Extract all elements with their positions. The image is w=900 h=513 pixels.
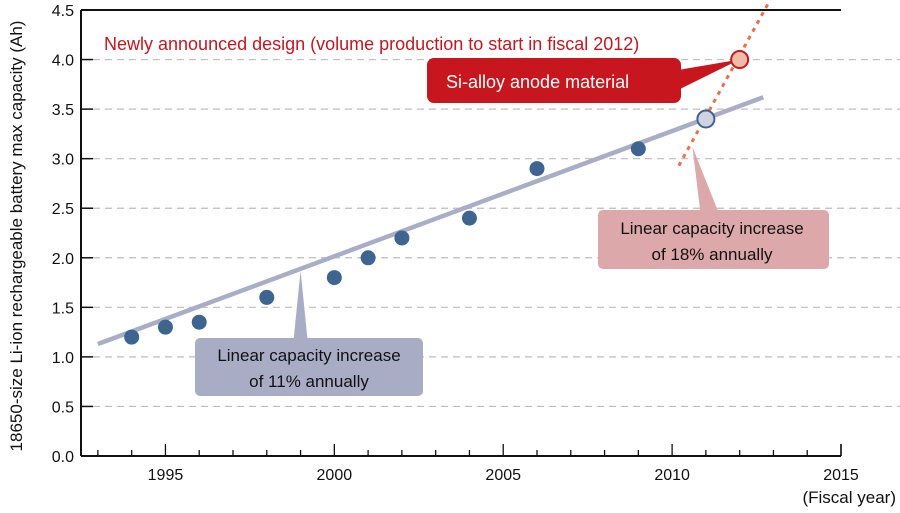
callouts: Linear capacity increase of 11% annually…: [195, 58, 829, 396]
x-axis-title: (Fiscal year): [802, 488, 896, 507]
data-point: [461, 210, 477, 226]
data-point: [360, 250, 376, 266]
data-point: [529, 161, 545, 177]
trend-line-18-percent: [677, 0, 772, 167]
blue-callout-line-2: of 11% annually: [249, 372, 369, 391]
red-callout-box: [427, 58, 681, 103]
y-axis-title: 18650-size Li-ion rechargeable battery m…: [7, 21, 26, 452]
data-points: [124, 50, 750, 345]
pink-callout: Linear capacity increase of 18% annually: [598, 146, 829, 269]
y-tick-label: 4.0: [52, 53, 74, 70]
red-callout-text: Si-alloy anode material: [446, 72, 629, 92]
pink-callout-line-2: of 18% annually: [652, 245, 773, 264]
x-tick-label: 1995: [148, 467, 184, 484]
blue-callout-line-1: Linear capacity increase: [217, 346, 400, 365]
y-tick-label: 0.0: [52, 449, 74, 466]
y-tick-label: 1.0: [52, 350, 74, 367]
data-point: [191, 314, 207, 330]
data-point: [259, 289, 275, 305]
y-tick-label: 3.5: [52, 102, 74, 119]
y-tick-label: 2.5: [52, 201, 74, 218]
x-tick-label: 2010: [654, 467, 690, 484]
tick-marks: [81, 58, 842, 456]
y-tick-label: 0.5: [52, 399, 74, 416]
x-tick-label: 2015: [823, 467, 859, 484]
data-point: [326, 270, 342, 286]
pink-callout-pointer: [692, 146, 719, 212]
y-tick-label: 3.0: [52, 152, 74, 169]
data-point: [157, 319, 173, 335]
data-point-new-design: [730, 50, 750, 70]
y-tick-label: 4.5: [52, 3, 74, 20]
blue-callout-box: [195, 338, 423, 396]
data-point: [630, 141, 646, 157]
y-tick-label: 2.0: [52, 251, 74, 268]
x-tick-label: 2005: [485, 467, 521, 484]
y-tick-label: 1.5: [52, 300, 74, 317]
x-tick-label: 2000: [317, 467, 353, 484]
data-point-current: [696, 109, 716, 129]
tick-labels: 0.0 0.5 1.0 1.5 2.0 2.5 3.0 3.5 4.0 4.5 1995 2000 20…: [52, 3, 859, 484]
pink-callout-line-1: Linear capacity increase: [620, 219, 803, 238]
blue-callout: Linear capacity increase of 11% annually: [195, 270, 423, 396]
trend-line-11-percent: [97, 95, 765, 347]
pink-callout-box: [598, 210, 829, 269]
headline-annotation: Newly announced design (volume productio…: [104, 34, 639, 54]
data-point: [124, 329, 140, 345]
data-point: [394, 230, 410, 246]
red-callout: Si-alloy anode material: [427, 58, 740, 103]
axes: [80, 9, 842, 457]
trend-lines: [97, 0, 772, 347]
red-callout-pointer: [678, 59, 740, 90]
blue-callout-pointer: [293, 270, 308, 340]
